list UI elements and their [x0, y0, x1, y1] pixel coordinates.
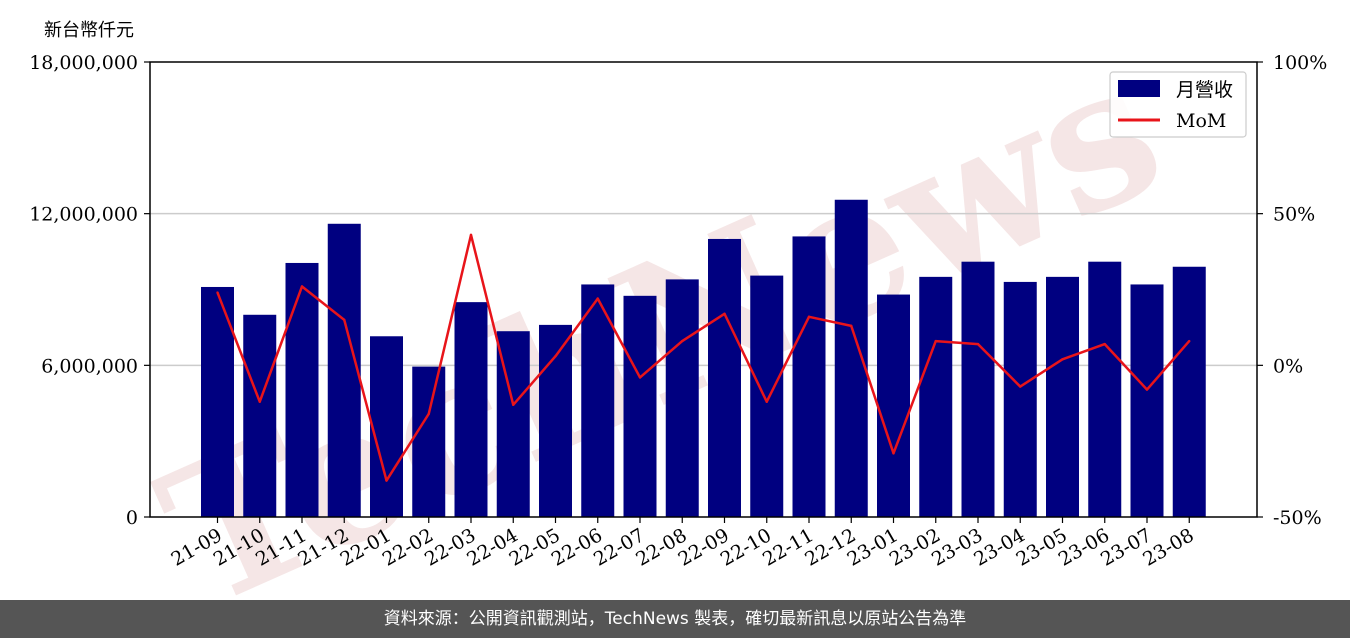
revenue-chart: TechNews 06,000,00012,000,00018,000,000-…: [29, 16, 1327, 600]
mom-point-22-09: [723, 312, 726, 315]
mom-point-23-06: [1103, 342, 1106, 346]
y-left-tick-label: 6,000,000: [41, 355, 138, 377]
mom-point-22-11: [807, 315, 811, 318]
bar-23-04: [1003, 281, 1037, 517]
mom-point-22-04: [512, 403, 515, 406]
mom-point-21-10: [258, 400, 261, 403]
bar-22-08: [665, 279, 699, 517]
y-right-tick-label: 0%: [1273, 355, 1303, 377]
plot-frame: [149, 61, 1258, 518]
mom-point-23-04: [1019, 385, 1022, 388]
bar-22-11: [792, 236, 826, 517]
bar-22-10: [750, 275, 784, 517]
mom-point-23-03: [976, 342, 980, 346]
bar-series: [201, 199, 1206, 517]
mom-point-23-01: [892, 452, 895, 455]
bar-22-06: [581, 284, 615, 517]
mom-point-22-07: [638, 376, 642, 379]
bar-23-08: [1172, 266, 1206, 517]
mom-point-22-08: [681, 339, 684, 343]
legend: 月營收 MoM: [1109, 71, 1247, 138]
bar-23-01: [877, 294, 910, 517]
y-right-tick-label: 100%: [1273, 52, 1327, 74]
mom-point-21-12: [343, 318, 346, 322]
mom-point-22-01: [385, 479, 388, 482]
bar-21-11: [285, 262, 319, 517]
legend-label-line: MoM: [1176, 110, 1226, 132]
mom-point-22-12: [850, 324, 853, 328]
bar-22-07: [623, 295, 657, 517]
bar-23-02: [919, 276, 953, 517]
bar-21-12: [327, 223, 361, 517]
footer-source-note: 資料來源：公開資訊觀測站，TechNews 製表，確切最新訊息以原站公告為準: [0, 600, 1350, 638]
mom-point-22-10: [765, 400, 768, 403]
mom-point-23-05: [1061, 358, 1064, 361]
mom-point-23-08: [1188, 339, 1191, 343]
bar-21-09: [201, 286, 234, 517]
bar-21-10: [243, 314, 277, 517]
bar-22-02: [412, 366, 446, 517]
bar-23-03: [961, 261, 995, 517]
bar-22-09: [708, 238, 741, 517]
mom-line-series: [216, 233, 1191, 482]
legend-swatch-bar: [1118, 80, 1160, 97]
mom-point-21-11: [300, 285, 304, 288]
mom-point-23-02: [934, 339, 937, 343]
y-right-tick-label: -50%: [1273, 507, 1322, 529]
bar-23-07: [1130, 284, 1164, 517]
y-axis-unit-label: 新台幣仟元: [44, 20, 134, 41]
y-left-tick-label: 18,000,000: [29, 52, 138, 74]
y-right-tick-label: 50%: [1273, 204, 1315, 226]
legend-label-bar: 月營收: [1176, 79, 1233, 101]
bar-22-03: [454, 302, 488, 517]
mom-point-22-02: [427, 412, 430, 416]
mom-point-23-07: [1145, 388, 1149, 391]
mom-point-22-05: [554, 355, 557, 358]
bar-22-01: [370, 336, 403, 517]
mom-point-22-03: [469, 233, 473, 237]
mom-line: [216, 233, 1191, 482]
bar-23-05: [1046, 276, 1079, 517]
bar-23-06: [1088, 261, 1122, 517]
mom-point-22-06: [596, 297, 599, 300]
mom-point-21-09: [216, 291, 219, 294]
y-left-tick-label: 0: [126, 507, 138, 529]
bar-22-05: [539, 324, 572, 517]
y-left-tick-label: 12,000,000: [29, 204, 138, 226]
